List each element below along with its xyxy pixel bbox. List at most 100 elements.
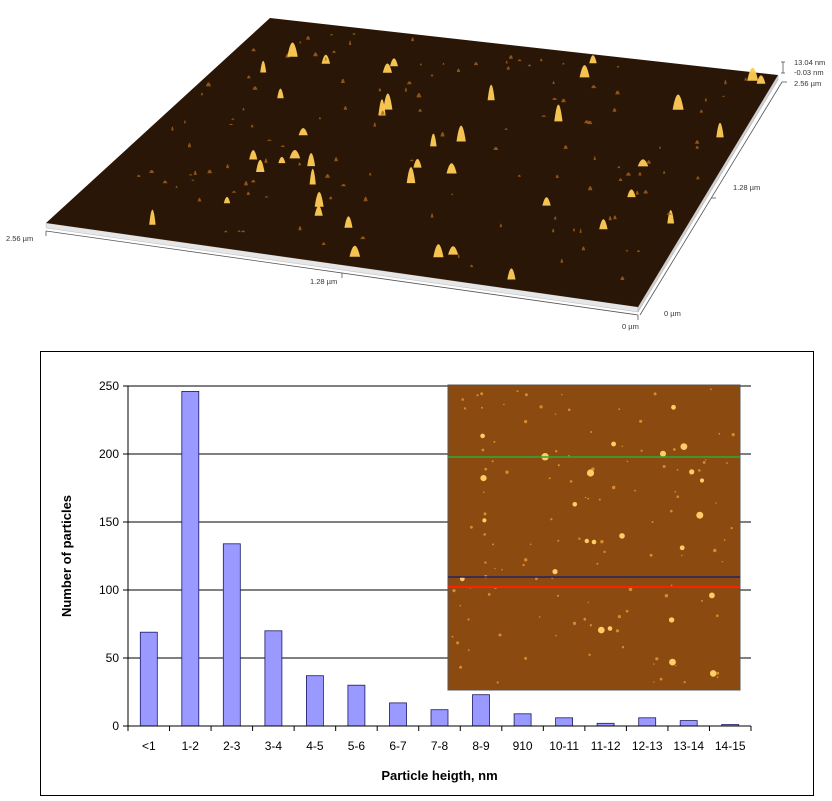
inset-particle	[676, 469, 679, 471]
surface-peak	[188, 174, 193, 176]
y-zero-label: 0 µm	[664, 309, 681, 318]
surface-peak	[373, 122, 377, 127]
surface-peak	[695, 140, 700, 144]
inset-particle	[628, 587, 633, 592]
surface-peak	[430, 74, 434, 77]
inset-particle	[683, 681, 686, 684]
surface-peak	[249, 150, 258, 160]
surface-peak	[448, 246, 459, 255]
inset-particle	[552, 569, 558, 575]
surface-peak	[579, 65, 590, 78]
surface-peak	[457, 253, 460, 258]
inset-particle	[710, 388, 712, 391]
inset-particle	[484, 467, 488, 471]
inset-particle	[655, 657, 659, 661]
x-tick-label: 3-4	[265, 739, 283, 753]
surface-peak	[744, 77, 748, 81]
inset-particle	[555, 450, 558, 453]
x-tick-label: 5-6	[348, 739, 366, 753]
surface-peak	[318, 116, 321, 120]
surface-peak	[659, 146, 662, 149]
inset-particle	[607, 626, 613, 631]
inset-particle	[673, 448, 676, 451]
y-mid-label: 1.28 µm	[733, 183, 760, 192]
surface-peak	[637, 159, 649, 167]
surface-peak	[280, 145, 285, 147]
inset-particle	[569, 480, 573, 483]
inset-particle	[598, 498, 601, 501]
inset-particle	[480, 475, 487, 482]
inset-particle	[615, 629, 620, 633]
surface-peak	[562, 62, 565, 65]
inset-particle	[584, 496, 587, 499]
inset-particle	[590, 431, 593, 433]
surface-peak	[470, 264, 474, 268]
surface-peak	[251, 179, 256, 183]
surface-peak	[334, 157, 338, 162]
surface-peaks	[136, 33, 766, 280]
inset-particle	[699, 478, 705, 483]
inset-particle	[670, 509, 673, 513]
surface-peak	[593, 156, 596, 160]
surface-peak	[552, 228, 555, 233]
surface-peak	[256, 159, 265, 172]
surface-peak	[416, 93, 422, 98]
inset-particle	[721, 561, 724, 563]
x-zero-label: 0 µm	[622, 322, 639, 331]
bar-<1	[139, 631, 158, 727]
afm-inset-image	[447, 384, 741, 691]
surface-peak	[406, 167, 416, 184]
surface-peak	[298, 127, 308, 136]
inset-particle	[524, 420, 528, 424]
inset-particle	[625, 609, 629, 613]
inset-particle	[653, 681, 655, 683]
bars	[139, 391, 740, 727]
bar-12-13	[638, 717, 657, 727]
inset-particle	[584, 538, 589, 544]
inset-particle	[730, 527, 733, 530]
surface-peak	[617, 165, 621, 169]
inset-particle	[567, 408, 571, 412]
inset-particle	[681, 554, 683, 557]
surface-peak	[724, 79, 727, 85]
inset-particle	[670, 584, 673, 587]
surface-peak	[183, 120, 186, 124]
y-top-label: 2.56 µm	[794, 79, 821, 88]
surface-peak	[608, 215, 612, 221]
inset-particle	[503, 403, 505, 406]
inset-particle	[664, 594, 669, 598]
inset-particle	[716, 614, 719, 617]
surface-peak	[560, 258, 564, 263]
inset-particle	[716, 671, 720, 675]
surface-peak	[456, 125, 466, 142]
surface-peak	[369, 172, 372, 176]
surface-peak	[756, 75, 766, 84]
inset-particle	[612, 485, 616, 490]
inset-particle	[617, 615, 622, 619]
surface-peak	[242, 107, 245, 111]
inset-particle	[634, 489, 636, 492]
inset-particle	[598, 626, 605, 634]
inset-particle	[586, 469, 595, 477]
z-bottom-label: -0.03 nm	[794, 68, 824, 77]
surface-peak	[542, 197, 551, 206]
surface-peak	[343, 106, 348, 110]
inset-particle	[668, 617, 675, 623]
inset-particle	[496, 681, 499, 684]
surface-peak	[246, 191, 250, 195]
y-tick-label: 250	[99, 379, 119, 393]
inset-particle	[459, 665, 463, 669]
inset-particle	[470, 525, 473, 529]
surface-peak	[313, 52, 318, 57]
inset-particle	[653, 392, 657, 396]
inset-particle	[516, 390, 519, 393]
inset-particle	[715, 502, 717, 504]
surface-peak	[506, 66, 510, 70]
surface-peak	[440, 132, 445, 137]
inset-particle	[659, 677, 663, 681]
surface-peak	[413, 158, 422, 168]
surface-peak	[289, 149, 301, 159]
inset-particle	[589, 624, 593, 627]
surface-peak	[584, 120, 590, 124]
inset-particle	[494, 567, 496, 570]
